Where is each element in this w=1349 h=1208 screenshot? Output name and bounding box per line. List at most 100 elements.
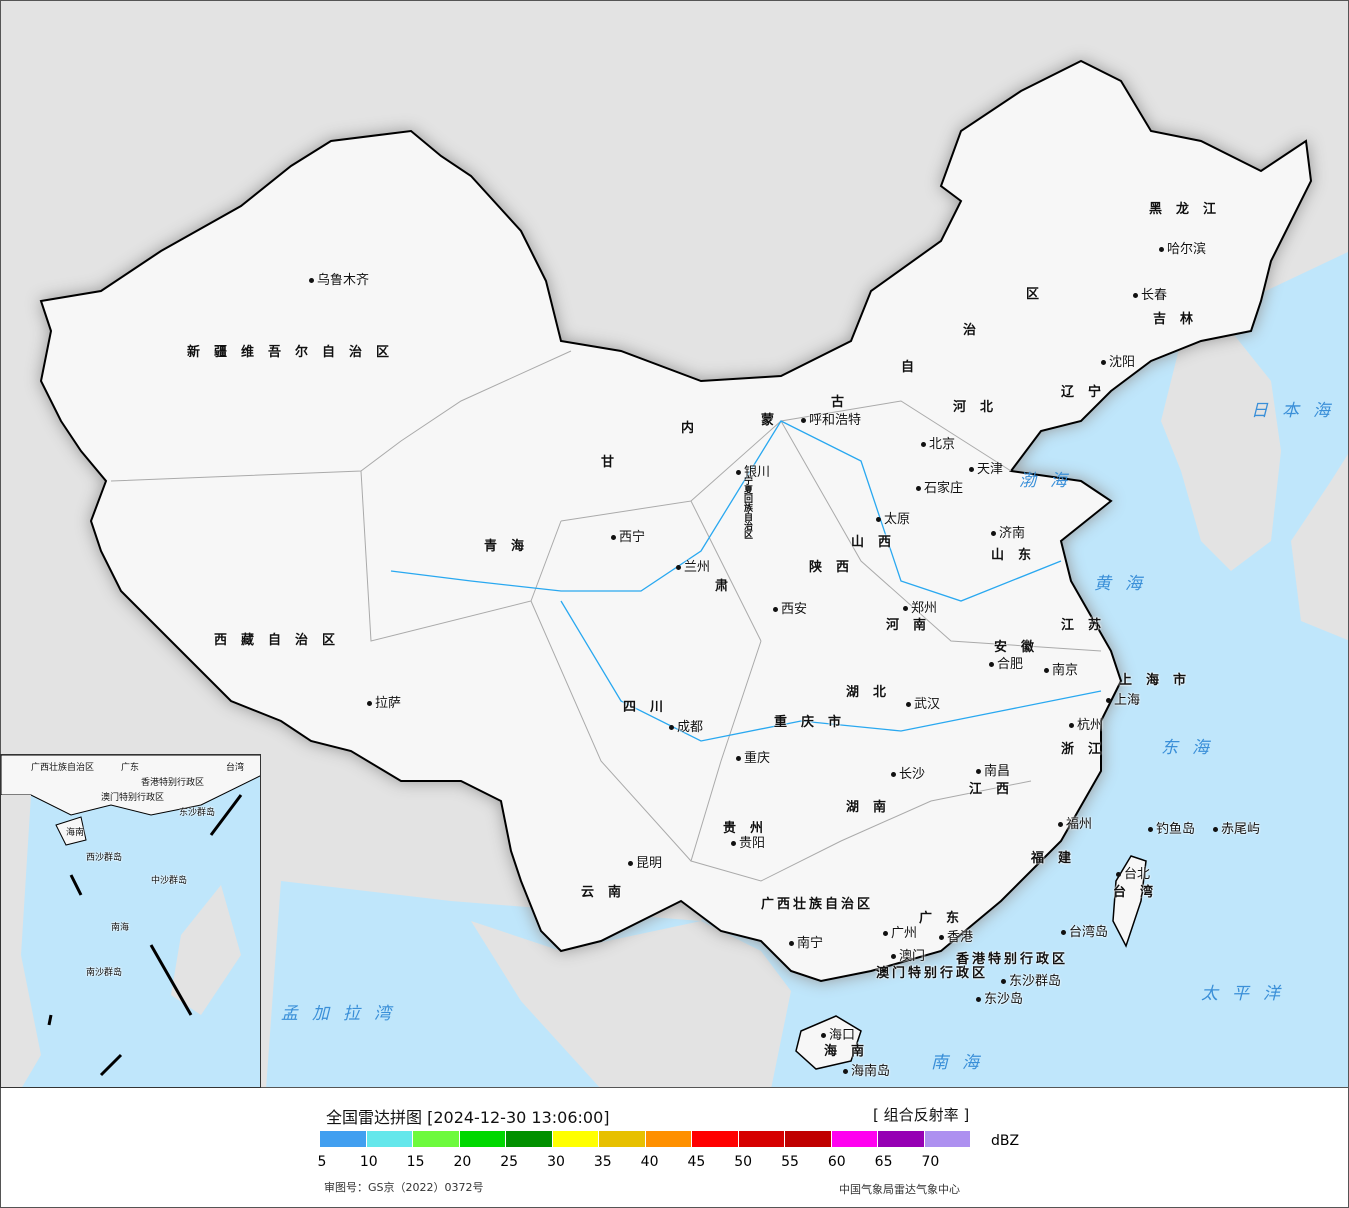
province-label: 湖南 xyxy=(846,800,901,815)
southeast-asia xyxy=(471,921,791,1087)
city-label: 武汉 xyxy=(906,693,940,712)
japan xyxy=(1291,454,1348,641)
scale-tick: 55 xyxy=(781,1154,799,1170)
city-label: 石家庄 xyxy=(916,477,963,496)
color-swatch xyxy=(645,1131,692,1147)
legend-panel: 全国雷达拼图 [2024-12-30 13:06:00] [ 组合反射率 ] d… xyxy=(0,1088,1349,1208)
sea-label: 孟加拉湾 xyxy=(281,1004,405,1024)
province-label: 河北 xyxy=(953,400,1008,415)
color-swatch xyxy=(552,1131,599,1147)
sea-label: 渤海 xyxy=(1019,471,1081,491)
unit-label: dBZ xyxy=(991,1133,1020,1149)
color-swatch xyxy=(785,1131,832,1147)
sea-label: 南海 xyxy=(931,1053,993,1073)
inset-label: 广东 xyxy=(121,763,140,773)
province-label: 山西 xyxy=(851,535,906,550)
city-label: 上海 xyxy=(1106,689,1140,708)
review-number: 审图号：GS京（2022）0372号 xyxy=(324,1181,484,1194)
scale-tick: 30 xyxy=(547,1154,565,1170)
province-label: 辽宁 xyxy=(1061,385,1116,400)
city-label: 兰州 xyxy=(676,556,710,575)
province-label: 安徽 xyxy=(994,640,1049,655)
color-swatch xyxy=(692,1131,739,1147)
sea-label: 日本海 xyxy=(1251,401,1344,421)
city-label: 太原 xyxy=(876,508,910,527)
color-swatch xyxy=(738,1131,785,1147)
korea-peninsula xyxy=(1161,331,1281,571)
inset-label: 中沙群岛 xyxy=(151,876,188,886)
scale-tick: 35 xyxy=(593,1154,612,1170)
color-swatch xyxy=(366,1131,413,1147)
city-label: 东沙岛 xyxy=(976,988,1023,1007)
city-label: 长沙 xyxy=(891,763,925,782)
province-label: 蒙 xyxy=(761,413,789,428)
city-label: 东沙群岛 xyxy=(1001,970,1061,989)
province-label: 新疆维吾尔自治区 xyxy=(187,345,404,360)
city-label: 北京 xyxy=(921,433,955,452)
sea xyxy=(266,251,1348,1087)
color-swatch xyxy=(459,1131,506,1147)
city-label: 合肥 xyxy=(989,653,1023,672)
radar-map[interactable]: 乌鲁木齐 新疆维吾尔自治区 西藏自治区 拉萨 青海 西宁 甘肃兰州 内 蒙 古 自 治 区呼和浩特 银川 黑… xyxy=(0,0,1349,1088)
city-label: 昆明 xyxy=(628,852,662,871)
inset-label: 澳门特别行政区 xyxy=(101,793,165,803)
city-label: 拉萨 xyxy=(367,692,401,711)
province-label: 西藏自治区 xyxy=(214,633,350,648)
province-label: 青海 xyxy=(484,539,539,554)
province-label: 区 xyxy=(1026,287,1054,302)
color-swatch xyxy=(320,1131,367,1147)
province-label: 甘 xyxy=(601,455,629,470)
province-label: 吉林 xyxy=(1153,312,1208,327)
province-label: 湖北 xyxy=(846,685,901,700)
city-label: 天津 xyxy=(969,458,1003,477)
scale-tick: 40 xyxy=(640,1154,659,1170)
province-label: 四川 xyxy=(623,700,678,715)
province-label: 治 xyxy=(963,323,991,338)
scale-tick: 10 xyxy=(359,1154,378,1170)
inset-label: 海南 xyxy=(66,828,85,838)
inset-label: 东沙群岛 xyxy=(179,808,216,818)
province-label: 广西壮族自治区 xyxy=(761,897,874,912)
city-label: 长春 xyxy=(1133,284,1167,303)
city-label: 南京 xyxy=(1044,659,1078,678)
city-label: 西安 xyxy=(773,598,807,617)
color-swatch xyxy=(924,1131,971,1147)
city-label: 南宁 xyxy=(789,932,823,951)
city-label: 济南 xyxy=(991,522,1025,541)
scale-tick: 70 xyxy=(921,1154,940,1170)
province-label: 台湾 xyxy=(1113,885,1168,900)
scale-tick: 5 xyxy=(317,1154,327,1170)
province-label: 自 xyxy=(901,360,929,375)
city-label: 银川 xyxy=(736,461,770,480)
south-china-sea-inset: 广西壮族自治区 广东 台湾 香港特别行政区 澳门特别行政区 海南 西沙群岛 中沙群岛 南海 南沙群… xyxy=(0,754,261,1088)
province-label: 肃 xyxy=(715,579,743,594)
city-label: 杭州 xyxy=(1069,714,1103,733)
province-label: 内 xyxy=(681,421,709,436)
city-label: 广州 xyxy=(883,922,917,941)
province-label: 黑龙江 xyxy=(1149,202,1231,217)
city-label: 香港 xyxy=(939,926,973,945)
inset-label: 南沙群岛 xyxy=(86,968,123,978)
china-landmass xyxy=(39,59,1313,983)
city-label: 海南岛 xyxy=(843,1060,890,1079)
province-label: 云南 xyxy=(581,885,636,900)
scale-tick: 15 xyxy=(406,1154,425,1170)
province-label: 海南 xyxy=(824,1044,879,1059)
scale-tick: 65 xyxy=(874,1154,893,1170)
province-label: 浙江 xyxy=(1061,742,1116,757)
province-label: 河南 xyxy=(886,618,941,633)
color-swatch xyxy=(831,1131,878,1147)
city-label: 台湾岛 xyxy=(1061,921,1108,940)
city-label: 海口 xyxy=(821,1024,855,1043)
province-label: 上海市 xyxy=(1119,673,1201,688)
province-label: 广东 xyxy=(919,911,974,926)
sea-label: 东海 xyxy=(1161,738,1223,758)
color-scale xyxy=(320,1131,971,1147)
sea-label: 太平洋 xyxy=(1201,984,1294,1004)
province-label: 古 xyxy=(831,395,859,410)
scale-tick: 50 xyxy=(734,1154,753,1170)
color-swatch xyxy=(599,1131,646,1147)
city-label: 乌鲁木齐 xyxy=(309,269,369,288)
rivers xyxy=(390,420,1102,742)
credit: 中国气象局雷达气象中心 xyxy=(839,1183,960,1196)
